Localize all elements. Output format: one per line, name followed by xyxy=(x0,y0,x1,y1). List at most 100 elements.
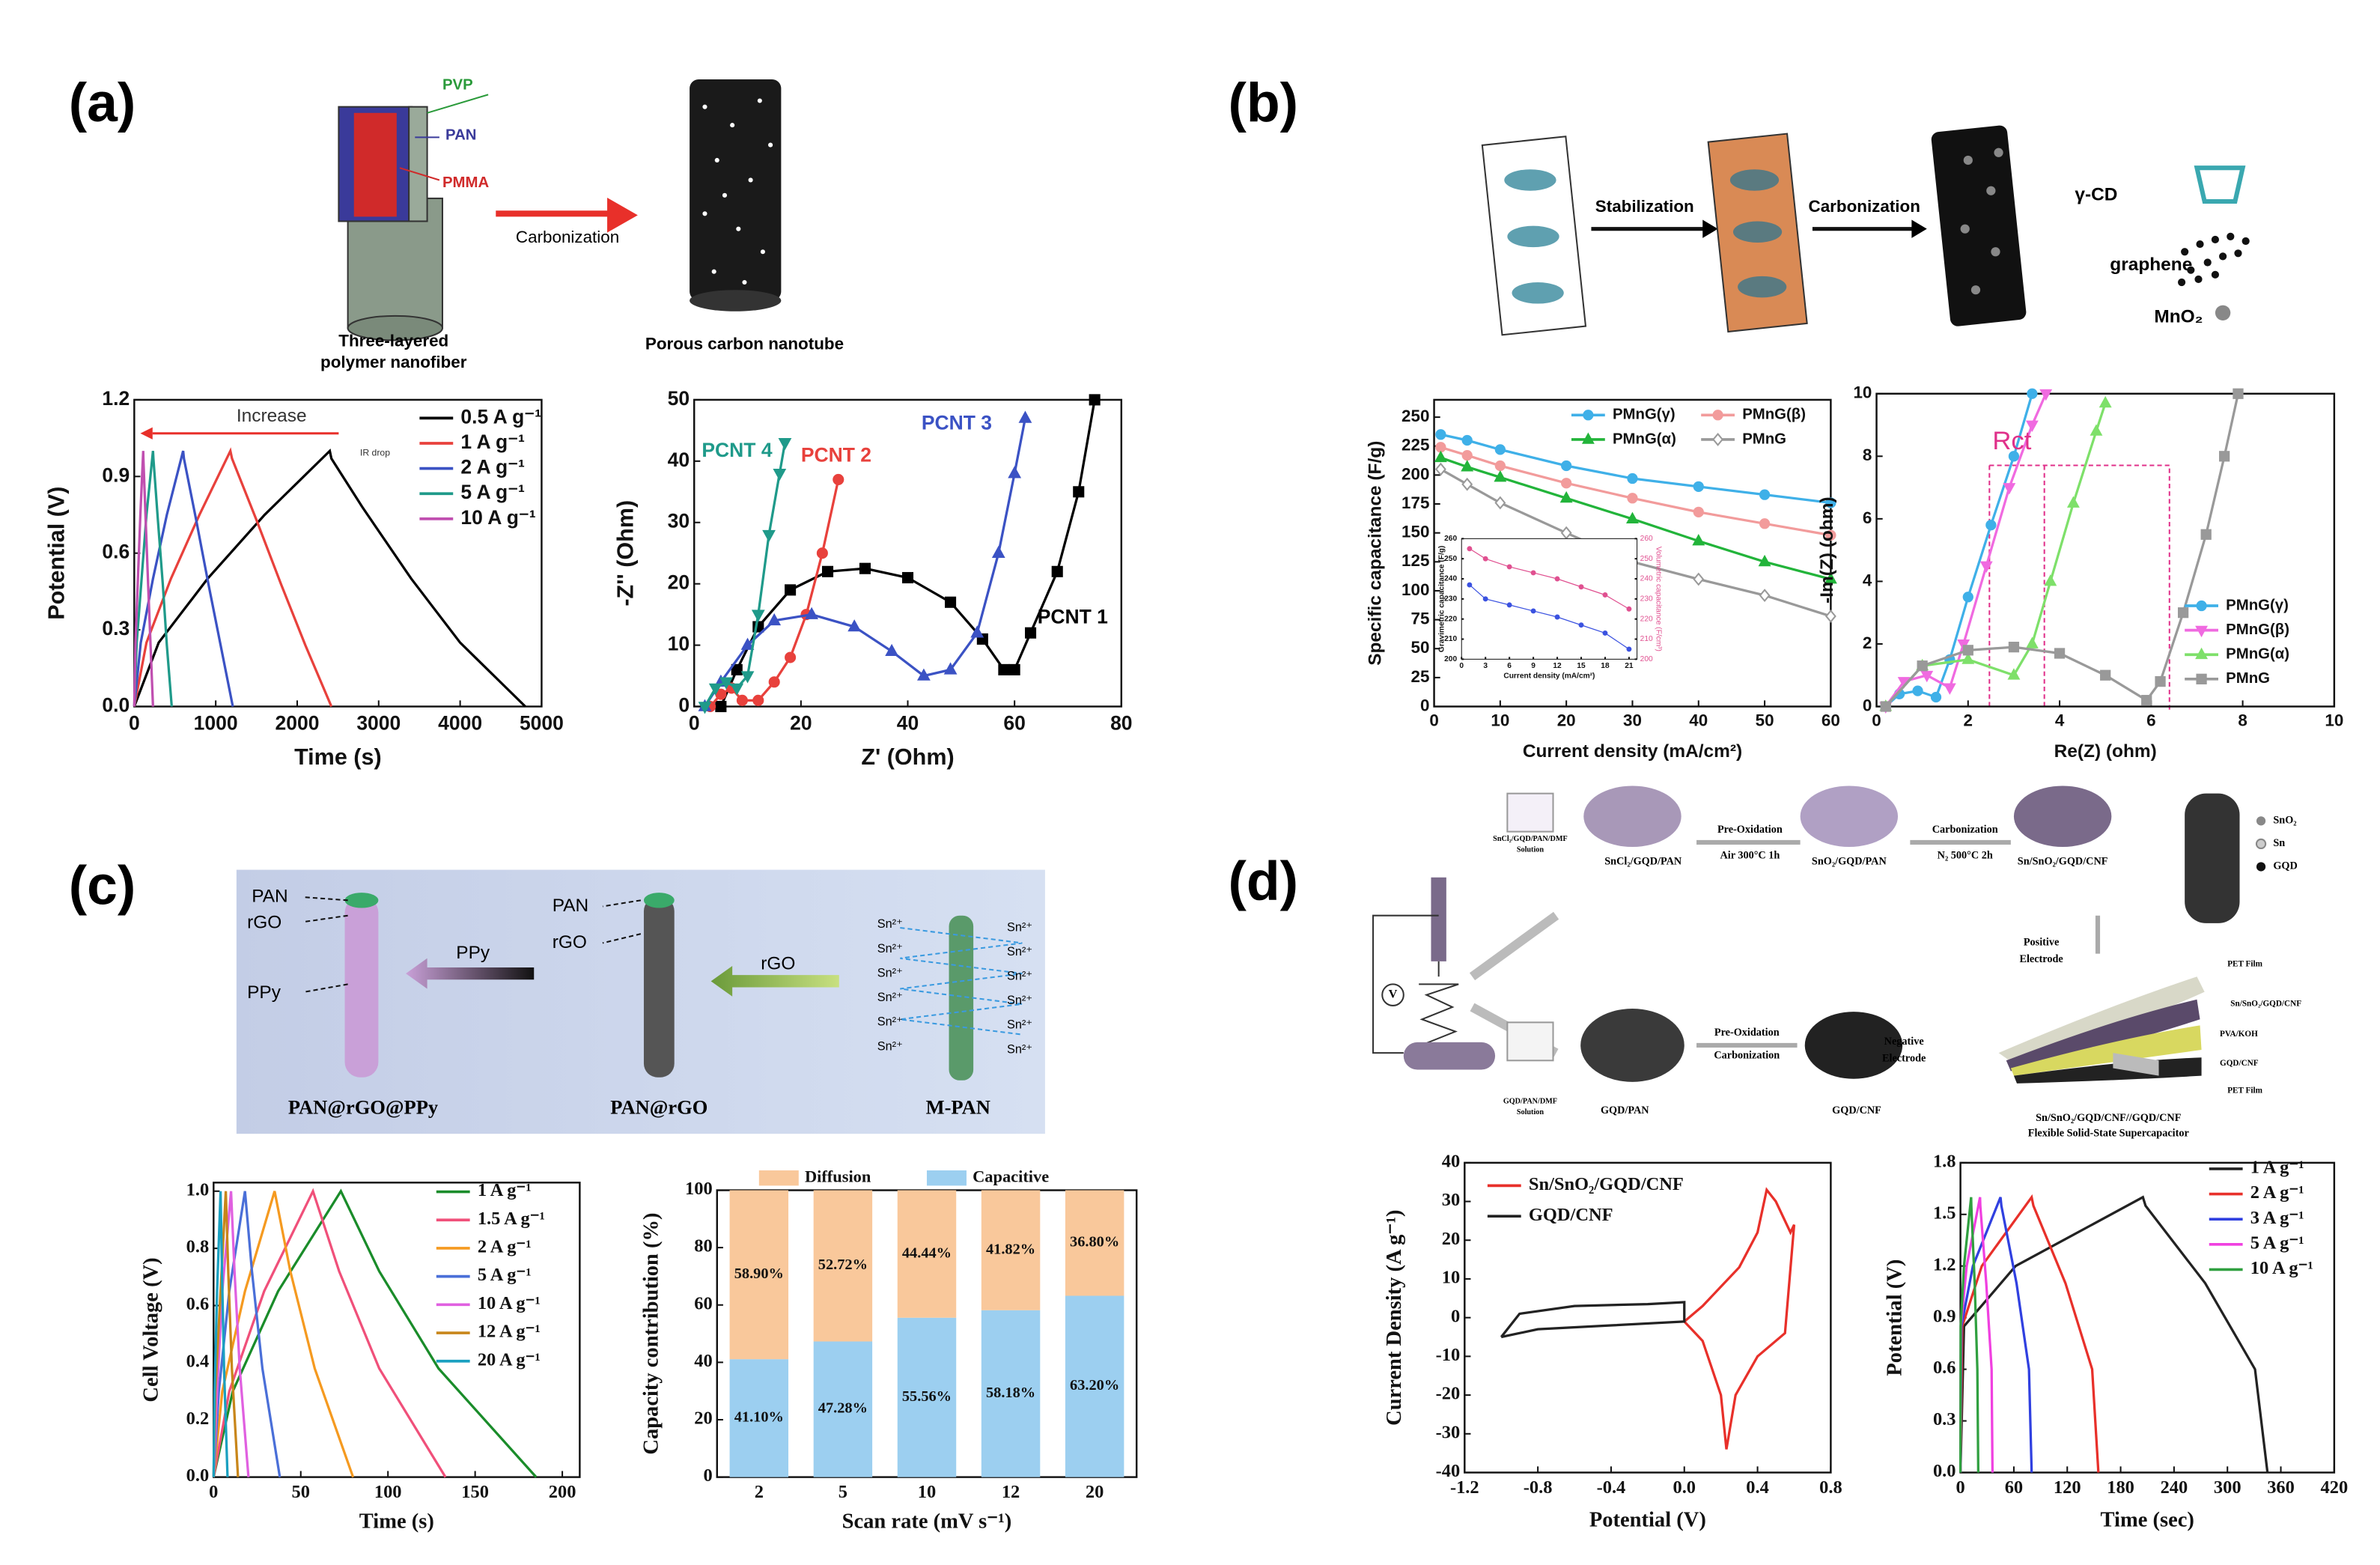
x-tick-label: 240 xyxy=(2161,1477,2188,1498)
label: graphene xyxy=(2110,255,2192,275)
label: PMMA xyxy=(442,174,489,191)
label: rGO xyxy=(553,932,587,952)
marker xyxy=(2039,389,2053,401)
x-tick-label: 120 xyxy=(2054,1477,2081,1498)
marker xyxy=(945,596,957,608)
marker xyxy=(1467,582,1473,588)
data-label: 41.10% xyxy=(734,1409,784,1426)
series-label: PCNT 2 xyxy=(801,443,871,466)
label: SnO₂ xyxy=(2273,815,2296,827)
marker xyxy=(847,619,862,632)
x-tick-label: 18 xyxy=(1601,662,1610,670)
label: GQD/PAN/DMF xyxy=(1503,1098,1557,1106)
x-tick-label: 20 xyxy=(1086,1482,1104,1502)
beaker xyxy=(1506,792,1554,833)
marker xyxy=(2155,675,2166,687)
legend-label: 1 A g⁻¹ xyxy=(2250,1158,2304,1178)
label: Carbonization xyxy=(1809,197,1920,216)
y-tick-label: 0.0 xyxy=(186,1465,210,1486)
marker xyxy=(2141,695,2152,706)
bar-segment xyxy=(729,1190,789,1360)
label: Sn/SnO₂/GQD/CNF//GQD/CNF xyxy=(2036,1112,2182,1124)
marker xyxy=(1985,520,1997,531)
x-tick-label: 60 xyxy=(1821,711,1840,730)
x-tick-label: 0 xyxy=(1429,711,1438,730)
label: Electrode xyxy=(1882,1053,1926,1065)
y-tick-label: 200 xyxy=(1401,464,1429,483)
marker xyxy=(762,529,776,543)
marker xyxy=(1461,434,1473,446)
x-tick-label: 2 xyxy=(755,1482,764,1502)
marker xyxy=(2008,642,2020,653)
x-tick-label: 3 xyxy=(1483,662,1488,670)
x-tick-label: 50 xyxy=(292,1482,310,1502)
marker xyxy=(1602,630,1608,636)
legend-label: PMnG xyxy=(2226,670,2270,687)
marker xyxy=(2025,636,2039,648)
schematic-c: PAN rGO PPy PAN rGO PPy rGO Sn²⁺ Sn²⁺ Sn²… xyxy=(236,869,1045,1134)
data-label: 47.28% xyxy=(818,1400,868,1417)
marker xyxy=(2099,395,2112,408)
labels: PAN rGO PPy PAN rGO PPy rGO xyxy=(247,887,795,1003)
y-tick-label: 250 xyxy=(1401,407,1429,425)
legend-label: PMnG(α) xyxy=(2226,646,2289,663)
data-label: 55.56% xyxy=(902,1388,952,1405)
marker xyxy=(2219,451,2230,462)
bar-segment xyxy=(897,1190,957,1318)
graphene-icon xyxy=(2177,232,2250,287)
y-tick-label: 0 xyxy=(1863,696,1872,714)
x-tick-label: 9 xyxy=(1531,662,1536,670)
series-line xyxy=(1959,1194,2100,1473)
y-tick-label: 80 xyxy=(694,1236,712,1256)
annotation: Increase xyxy=(237,406,307,426)
syringe xyxy=(1431,877,1446,961)
marker xyxy=(1461,449,1473,461)
legend-swatch xyxy=(758,1170,799,1186)
caption: Three-layered xyxy=(338,331,448,350)
marker xyxy=(1824,610,1836,623)
y-axis-label: -Z'' (Ohm) xyxy=(613,500,639,607)
marker xyxy=(2008,451,2020,462)
x-axis-label: Current density (mA/cm²) xyxy=(1503,672,1595,680)
ion-chains xyxy=(900,926,1023,1036)
x-tick-label: 0 xyxy=(1459,662,1464,670)
marker xyxy=(719,677,733,690)
marker xyxy=(1627,493,1638,504)
marker xyxy=(1759,518,1771,529)
legend-label: Sn/SnO₂/GQD/CNF xyxy=(1529,1174,1684,1194)
legend-label: 1.5 A g⁻¹ xyxy=(478,1209,545,1229)
y-tick-label: 200 xyxy=(1444,655,1457,663)
y-tick-label: 1.5 xyxy=(1933,1203,1956,1223)
marker xyxy=(730,683,744,696)
label: Pre-Oxidation xyxy=(1717,824,1783,836)
mno2-dots xyxy=(1960,148,2003,295)
y-tick-label: 0 xyxy=(678,694,690,717)
rod xyxy=(344,897,379,1078)
ion: Sn²⁺ xyxy=(877,917,903,931)
x-tick-label: 4000 xyxy=(438,711,482,734)
marker xyxy=(1051,565,1063,577)
ion: Sn²⁺ xyxy=(877,966,903,979)
series-line xyxy=(1469,548,1630,610)
rod xyxy=(949,915,974,1081)
series-label: PCNT 4 xyxy=(701,439,772,461)
y-tick-label: 0.6 xyxy=(102,541,130,563)
marker xyxy=(1435,442,1446,453)
data-label: 44.44% xyxy=(902,1245,952,1261)
label: N₂ 500°C 2h xyxy=(1938,849,1993,861)
marker xyxy=(1962,645,1973,656)
series-line xyxy=(133,448,526,708)
marker xyxy=(2003,483,2016,495)
y-tick-label: 8 xyxy=(1863,446,1872,464)
data-label: 36.80% xyxy=(1070,1234,1119,1251)
y-tick-label: 20 xyxy=(1442,1229,1460,1249)
fibers xyxy=(1804,1012,1903,1079)
marker xyxy=(736,694,748,706)
label: Solution xyxy=(1517,845,1544,854)
marker xyxy=(2177,607,2189,619)
carbon-fiber xyxy=(1931,125,2027,326)
y-tick-label: 1.8 xyxy=(1933,1151,1956,1171)
marker xyxy=(1626,606,1632,612)
y-tick-label: 40 xyxy=(694,1351,712,1371)
